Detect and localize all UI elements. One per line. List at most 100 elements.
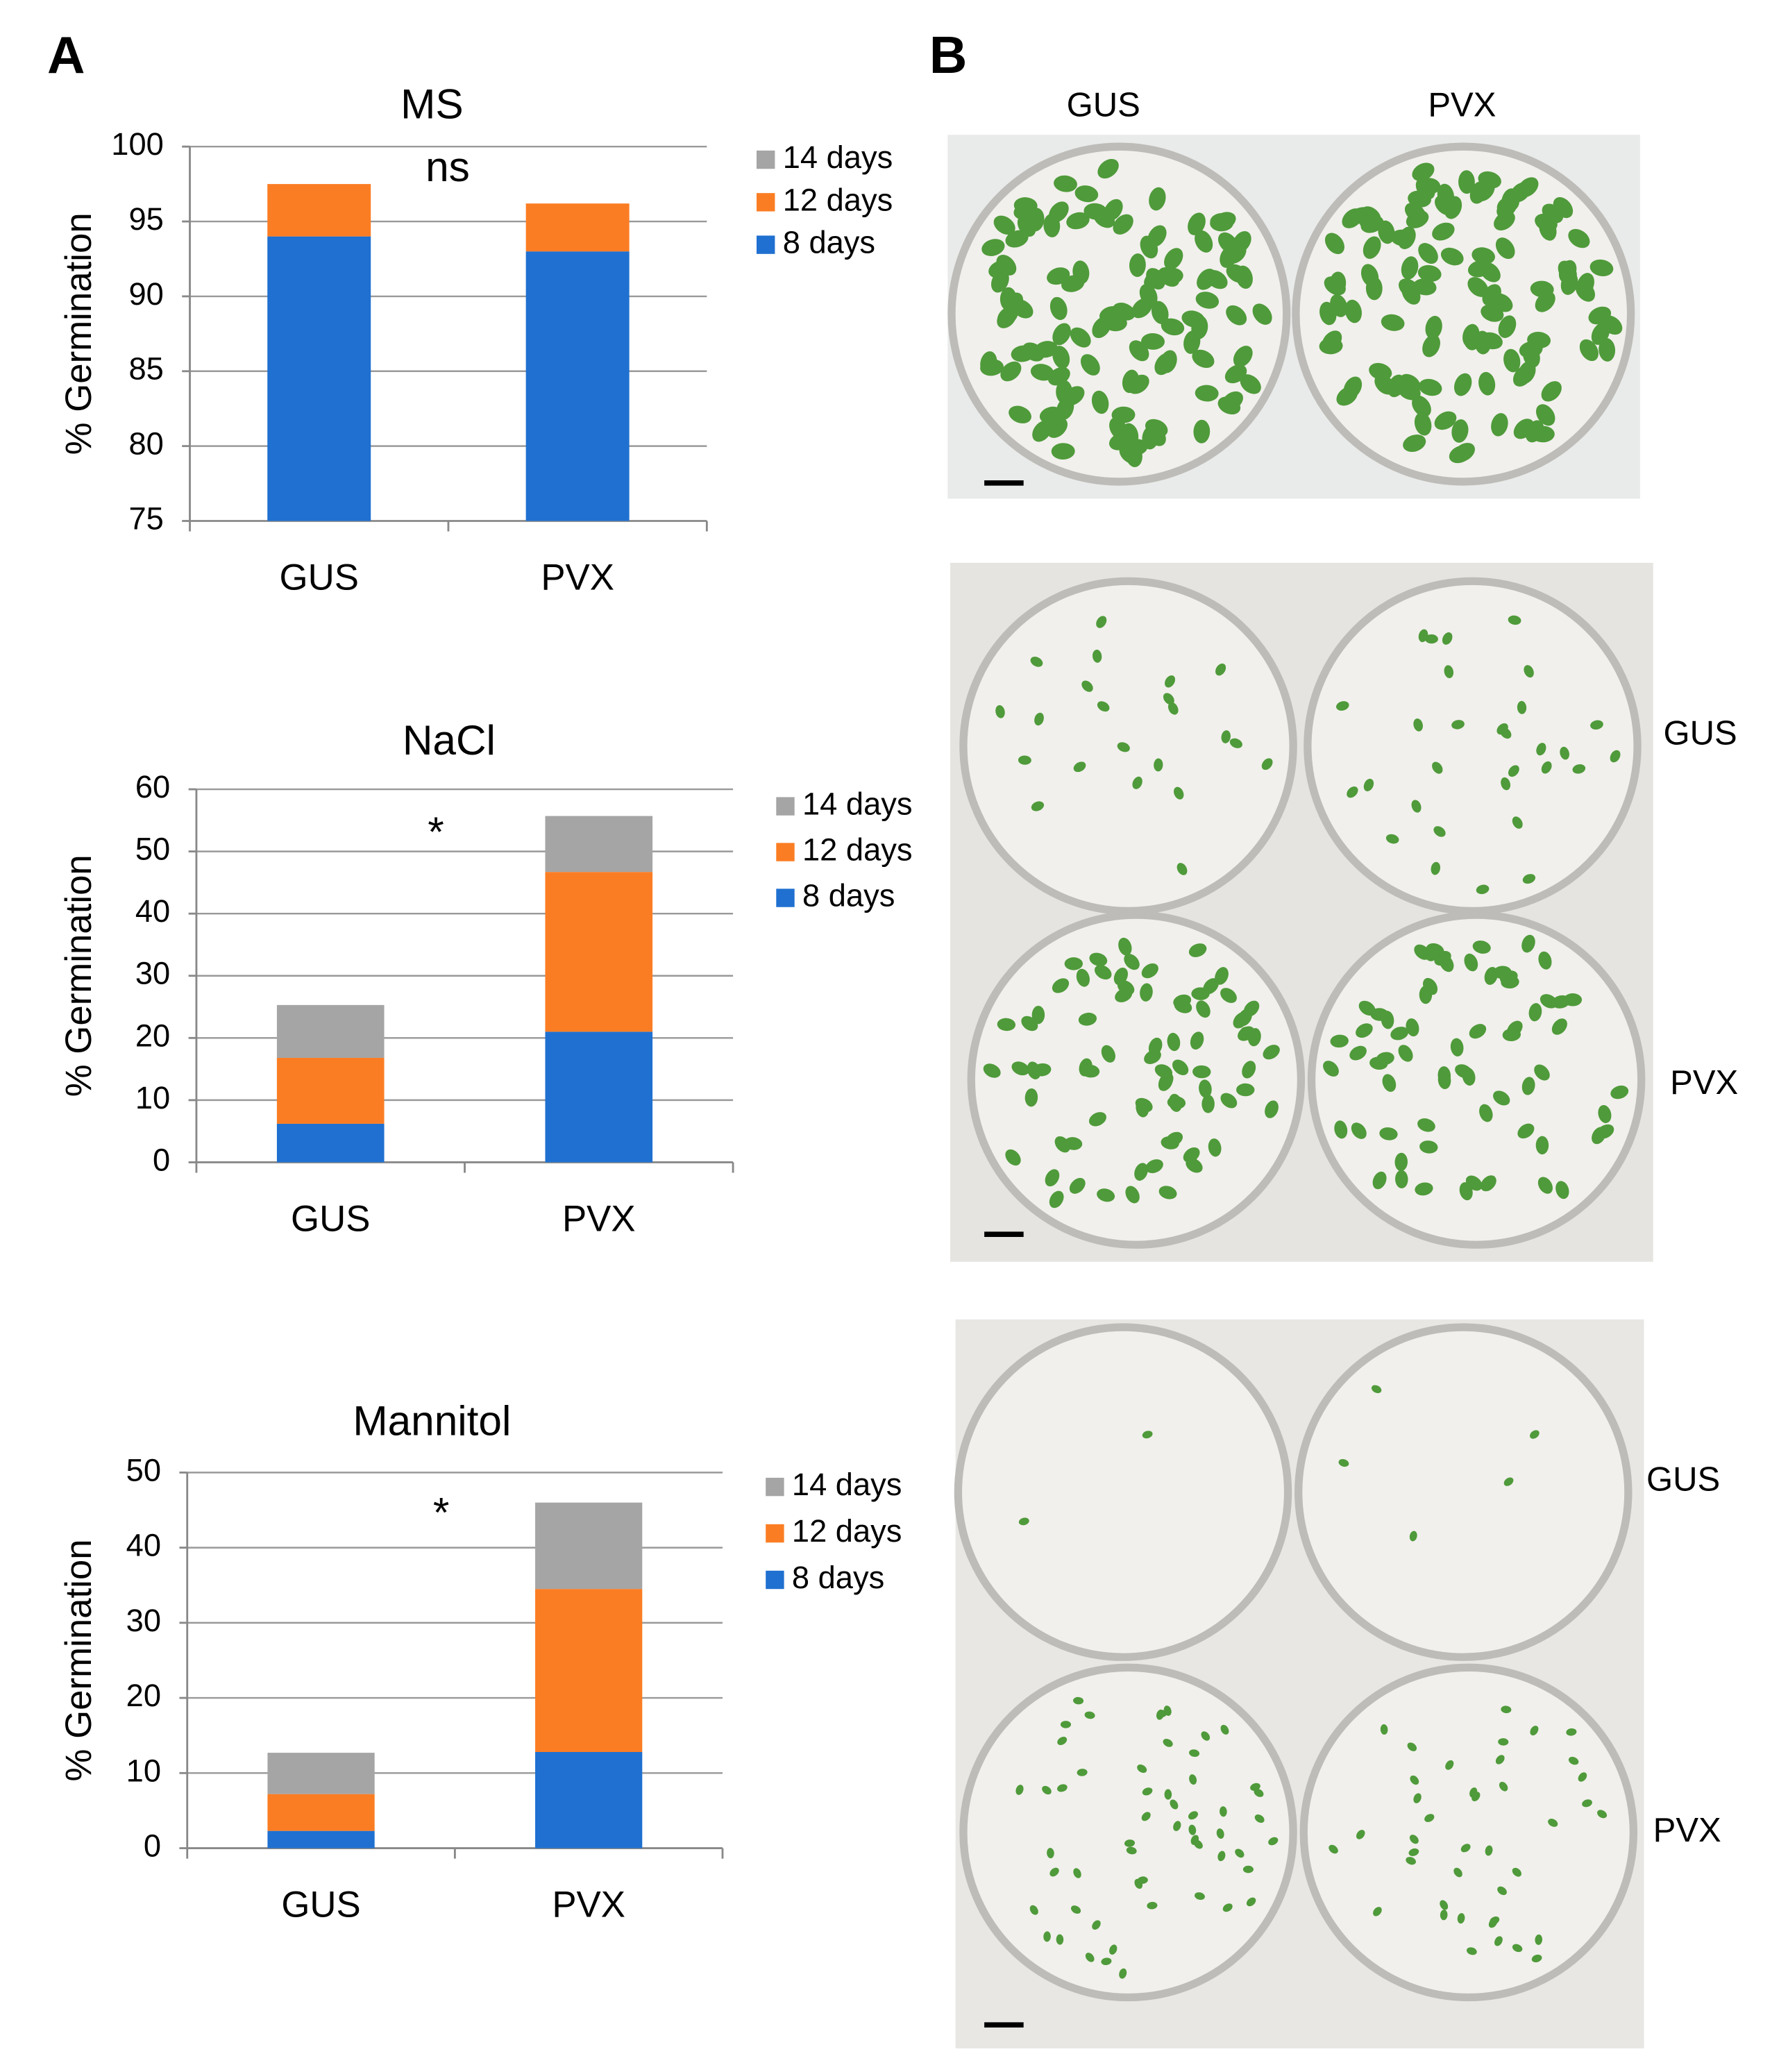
seedling xyxy=(1176,863,1188,875)
y-tick-label: 20 xyxy=(135,1018,170,1053)
seedling xyxy=(1201,1731,1211,1741)
photo-row-label: GUS xyxy=(1646,1461,1720,1499)
seedling xyxy=(1471,1792,1481,1801)
seedling xyxy=(1089,952,1108,966)
seedling xyxy=(1254,1788,1264,1797)
seedling xyxy=(1499,1781,1508,1792)
seedling xyxy=(1531,1954,1542,1962)
seedling xyxy=(1196,1000,1211,1018)
seedling xyxy=(1119,1968,1127,1979)
seedling xyxy=(1417,264,1442,282)
bar-segment xyxy=(535,1589,643,1753)
bar-segment xyxy=(276,1004,385,1058)
seedling xyxy=(1407,1742,1417,1751)
seedling xyxy=(1378,220,1395,244)
seedling xyxy=(1018,1517,1029,1526)
seedling xyxy=(1009,405,1031,423)
bar-segment xyxy=(525,203,630,252)
seedling xyxy=(1528,1003,1542,1022)
y-tick-label: 80 xyxy=(128,426,163,462)
seedling xyxy=(1399,278,1420,298)
seedling xyxy=(1190,1031,1204,1050)
seedling xyxy=(1497,1886,1507,1896)
seedling xyxy=(1076,968,1090,987)
annotation: * xyxy=(428,808,444,855)
seedling xyxy=(1101,1045,1115,1063)
legend-swatch xyxy=(766,1524,784,1543)
seedling xyxy=(1431,861,1441,875)
seedling xyxy=(1479,1104,1493,1122)
seedling xyxy=(1168,1093,1182,1112)
seedling xyxy=(1422,335,1440,357)
seedling xyxy=(1096,616,1107,628)
seedling xyxy=(1503,348,1521,373)
seedling xyxy=(1555,1181,1569,1199)
seedling xyxy=(1558,260,1577,283)
seedling xyxy=(1398,226,1416,249)
seedling xyxy=(1334,1120,1348,1139)
seedling xyxy=(1469,180,1488,204)
y-tick-label: 10 xyxy=(135,1080,170,1115)
seedling xyxy=(1052,978,1070,993)
seedling xyxy=(1057,1736,1068,1746)
seedling xyxy=(1261,758,1273,770)
seedling xyxy=(1464,953,1478,972)
y-tick-label: 50 xyxy=(126,1452,161,1488)
seedling xyxy=(1524,665,1534,678)
bar-segment xyxy=(267,236,371,521)
seedling xyxy=(1494,1936,1503,1946)
seedling xyxy=(1534,1064,1550,1081)
seedling xyxy=(1440,247,1464,266)
seedling xyxy=(1390,1027,1409,1041)
seedling xyxy=(1440,1910,1448,1921)
seedling xyxy=(1481,1175,1496,1192)
seedling xyxy=(1373,1907,1382,1917)
legend-label: 12 days xyxy=(792,1513,902,1549)
photo-column-label: PVX xyxy=(1428,87,1496,124)
seedling xyxy=(1344,299,1362,323)
seedling xyxy=(1501,1705,1512,1714)
seedling xyxy=(1217,1851,1226,1862)
legend-label: 8 days xyxy=(792,1560,884,1595)
seedling xyxy=(1517,700,1527,714)
y-tick-label: 20 xyxy=(126,1678,161,1713)
seedling xyxy=(1167,702,1179,715)
seedling xyxy=(1034,712,1044,726)
seedling xyxy=(1517,177,1539,198)
seedling xyxy=(1070,327,1091,348)
photo-panel xyxy=(947,135,1653,2049)
seedling xyxy=(1134,1163,1148,1181)
seedling xyxy=(1512,1944,1523,1953)
seedling xyxy=(997,1018,1016,1031)
seedling xyxy=(1503,1477,1514,1486)
seedling xyxy=(1165,675,1176,688)
seedling xyxy=(1131,298,1153,319)
seedling xyxy=(1193,419,1211,444)
seedling xyxy=(1408,1848,1419,1856)
seedling xyxy=(1165,1131,1183,1147)
legend-label: 12 days xyxy=(783,182,893,217)
seedling xyxy=(1158,1074,1173,1091)
seedling xyxy=(1043,1931,1051,1942)
seedling xyxy=(1018,755,1031,765)
seedling xyxy=(1109,1944,1118,1955)
seedling xyxy=(1418,629,1428,643)
seedling xyxy=(1056,380,1072,404)
seedling xyxy=(1432,761,1443,774)
seedling xyxy=(1460,1844,1471,1853)
seedling xyxy=(1158,1186,1177,1199)
seedling xyxy=(1030,657,1043,667)
seedling xyxy=(1192,1065,1211,1079)
seedling xyxy=(1189,1774,1197,1785)
seedling xyxy=(1493,1090,1510,1106)
seedling xyxy=(1118,937,1132,956)
seedling xyxy=(1174,1000,1192,1013)
seedling xyxy=(1051,443,1075,460)
seedling xyxy=(1229,738,1242,748)
x-tick-label: GUS xyxy=(281,1884,360,1925)
seedling xyxy=(1097,1188,1115,1202)
seedling xyxy=(1592,1127,1606,1145)
seedling xyxy=(1415,1182,1433,1196)
seedling xyxy=(1074,185,1099,203)
